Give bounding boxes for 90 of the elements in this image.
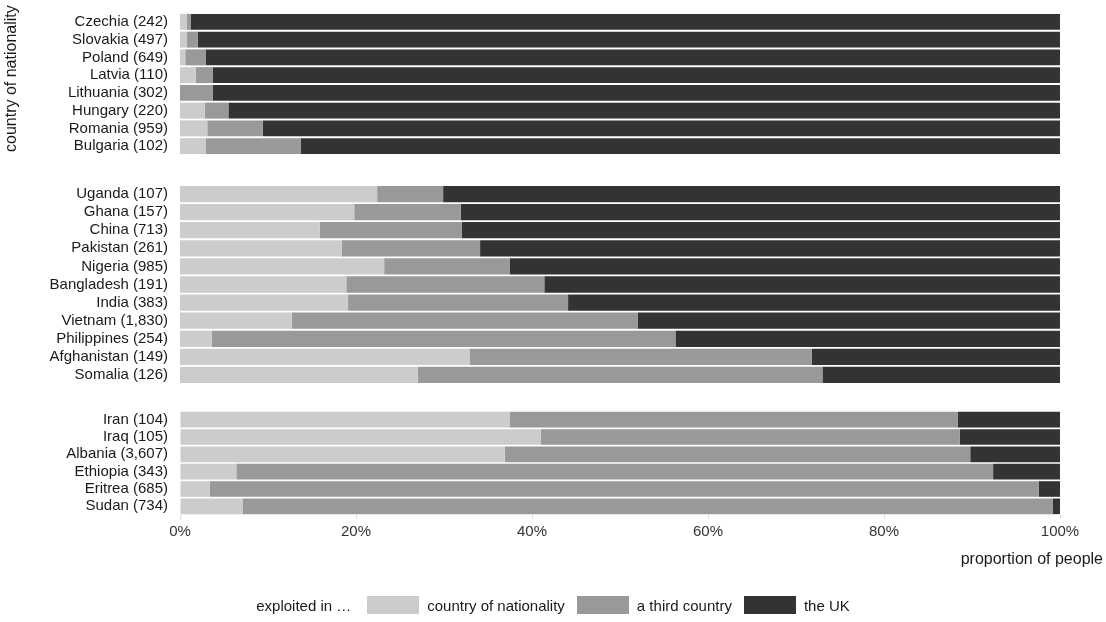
legend-label: country of nationality bbox=[427, 596, 565, 614]
y-tick-label: China (713) bbox=[89, 220, 168, 238]
bar bbox=[341, 240, 481, 257]
bar bbox=[540, 429, 960, 445]
y-tick-label: Ethiopia (343) bbox=[74, 461, 168, 479]
y-tick-label: Ghana (157) bbox=[83, 202, 168, 220]
bar bbox=[180, 366, 418, 384]
bar bbox=[1052, 498, 1060, 515]
y-tick-label: Iraq (105) bbox=[102, 427, 168, 445]
y-tick-label: Somalia (126) bbox=[74, 365, 168, 383]
bar bbox=[822, 366, 1060, 384]
bar bbox=[242, 498, 1053, 515]
y-tick-label: Iran (104) bbox=[102, 409, 168, 427]
bar bbox=[212, 67, 1060, 84]
y-tick-label: Czechia (242) bbox=[74, 12, 168, 30]
bar bbox=[180, 204, 355, 221]
bar bbox=[180, 481, 210, 497]
bar bbox=[180, 13, 188, 30]
x-tick-label: 80% bbox=[868, 522, 900, 540]
bar bbox=[460, 204, 1060, 221]
y-tick-label: Sudan (734) bbox=[85, 496, 168, 514]
bar bbox=[212, 84, 1060, 101]
legend-title: exploited in … bbox=[256, 596, 352, 614]
bar bbox=[187, 13, 191, 30]
x-axis-title: proportion of people bbox=[960, 550, 1103, 568]
bar bbox=[377, 185, 444, 203]
x-tick-label: 100% bbox=[1040, 522, 1080, 540]
bar bbox=[195, 67, 213, 84]
y-tick-label: India (383) bbox=[96, 292, 168, 310]
bar bbox=[180, 138, 206, 155]
bar bbox=[180, 312, 292, 329]
bar bbox=[180, 446, 505, 463]
bar bbox=[1038, 481, 1060, 497]
bar bbox=[205, 138, 301, 155]
bar bbox=[180, 185, 378, 203]
bar bbox=[959, 429, 1060, 445]
y-tick-label: Afghanistan (149) bbox=[49, 347, 168, 364]
y-tick-label: Philippines (254) bbox=[56, 328, 168, 346]
bar bbox=[180, 240, 342, 257]
bar bbox=[180, 429, 541, 445]
bar bbox=[180, 67, 196, 84]
bar bbox=[510, 411, 958, 428]
bar bbox=[319, 222, 462, 239]
bar bbox=[180, 348, 470, 366]
y-tick-label: Vietnam (1,830) bbox=[61, 310, 168, 328]
bar bbox=[443, 185, 1060, 203]
y-tick-label: Lithuania (302) bbox=[67, 83, 168, 101]
y-tick-label: Albania (3,607) bbox=[66, 444, 168, 462]
bar bbox=[291, 312, 638, 329]
bar bbox=[180, 84, 213, 101]
bar bbox=[180, 463, 237, 480]
bar bbox=[180, 330, 212, 347]
y-tick-label: Eritrea (685) bbox=[84, 479, 168, 497]
y-tick-label: Pakistan (261) bbox=[71, 238, 168, 256]
y-tick-label: Slovakia (497) bbox=[72, 29, 168, 47]
y-tick-label: Hungary (220) bbox=[72, 100, 168, 118]
x-tick-label: 20% bbox=[340, 522, 372, 540]
bar bbox=[480, 240, 1060, 257]
bar bbox=[354, 204, 461, 221]
bar bbox=[180, 411, 510, 428]
x-tick-label: 40% bbox=[516, 522, 548, 540]
bar bbox=[180, 222, 320, 239]
y-tick-label: Bulgaria (102) bbox=[73, 136, 168, 154]
bar bbox=[461, 222, 1060, 239]
y-tick-label: Latvia (110) bbox=[89, 65, 168, 83]
y-tick-label: Bangladesh (191) bbox=[49, 274, 168, 292]
bar bbox=[637, 312, 1060, 329]
bar bbox=[504, 446, 971, 463]
y-axis-title: country of nationality bbox=[2, 5, 20, 152]
y-tick-label: Nigeria (985) bbox=[81, 256, 168, 274]
legend-label: a third country bbox=[636, 596, 732, 614]
bar bbox=[811, 348, 1060, 366]
y-tick-label: Uganda (107) bbox=[76, 184, 168, 202]
x-tick-label: 0% bbox=[169, 522, 191, 540]
bar bbox=[190, 13, 1060, 30]
bar bbox=[209, 481, 1039, 497]
bar bbox=[236, 463, 994, 480]
bar bbox=[180, 498, 243, 515]
y-tick-label: Romania (959) bbox=[68, 118, 168, 136]
y-tick-label: Poland (649) bbox=[82, 47, 168, 65]
bar bbox=[675, 330, 1060, 347]
bar bbox=[417, 366, 823, 384]
bar bbox=[970, 446, 1060, 463]
legend-label: the UK bbox=[803, 596, 850, 614]
bar bbox=[469, 348, 812, 366]
bar bbox=[957, 411, 1060, 428]
bar bbox=[993, 463, 1060, 480]
bar bbox=[300, 138, 1060, 155]
bar bbox=[211, 330, 676, 347]
x-tick-label: 60% bbox=[692, 522, 724, 540]
